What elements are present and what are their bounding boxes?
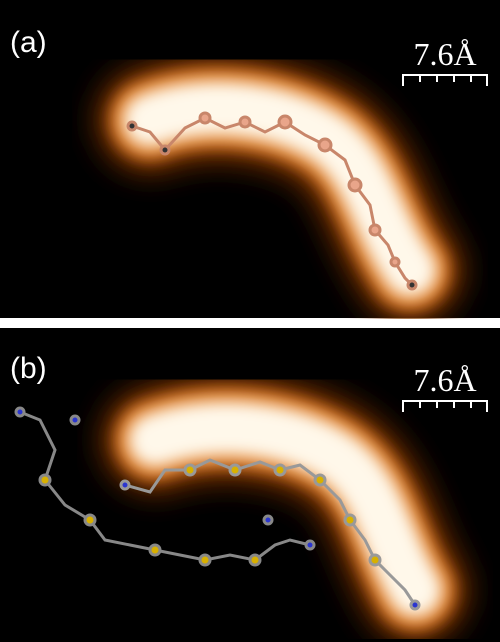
panel-label: (b)	[10, 352, 47, 385]
panel-label: (a)	[10, 26, 47, 59]
scale-label: 7.6Å	[413, 362, 476, 398]
panel-b: (b) 7.6Å	[0, 328, 500, 642]
scale-label: 7.6Å	[413, 36, 476, 72]
panel-a: (a) 7.6Å	[0, 0, 500, 318]
figure: (a) 7.6Å (b) 7	[0, 0, 500, 642]
